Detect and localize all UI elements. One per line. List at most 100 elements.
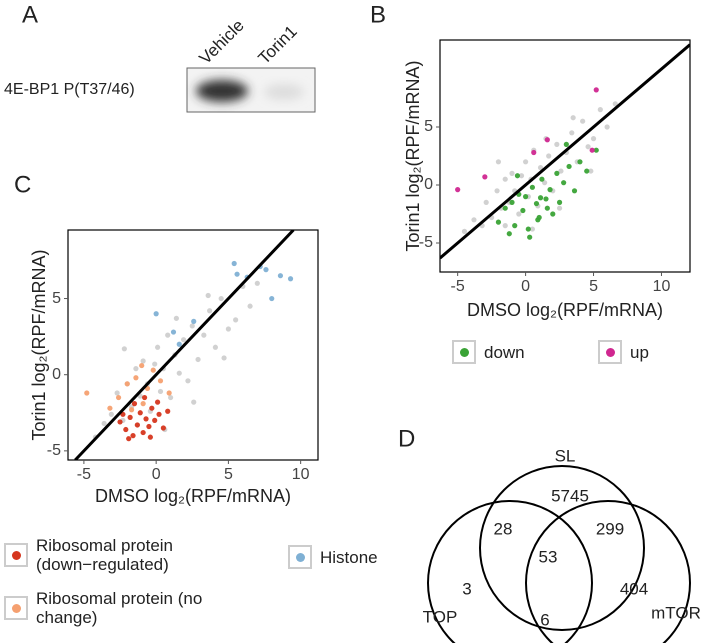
- legend-item: Histone: [288, 545, 378, 569]
- point: [154, 344, 161, 350]
- x-axis-label: DMSO log₂(RPF/mRNA): [95, 486, 291, 506]
- y-tick-label: 5: [52, 290, 61, 307]
- point: [233, 317, 239, 323]
- point: [556, 199, 563, 205]
- point: [535, 217, 541, 223]
- venn-count: 404: [620, 579, 648, 598]
- point: [143, 416, 149, 422]
- x-tick-label: 10: [653, 278, 671, 295]
- venn-set-label: TOP: [423, 607, 458, 626]
- point: [146, 423, 152, 430]
- point: [588, 168, 594, 174]
- point: [495, 219, 502, 225]
- point: [612, 101, 618, 107]
- y-axis-label: Torin1 log₂(RPF/mRNA): [29, 249, 49, 440]
- legend-label: Ribosomal protein (down−regulated): [36, 536, 174, 574]
- point: [597, 107, 603, 113]
- point: [569, 130, 575, 136]
- point: [533, 200, 540, 207]
- point: [191, 318, 197, 324]
- point: [170, 329, 177, 335]
- point: [589, 147, 595, 153]
- y-tick-label: 5: [424, 118, 433, 135]
- point: [133, 366, 139, 372]
- point: [181, 337, 187, 343]
- legend-item: down: [452, 340, 525, 364]
- point: [156, 411, 162, 417]
- point: [127, 414, 133, 420]
- legend-dot: [11, 603, 21, 613]
- blot-band: [264, 84, 304, 100]
- point: [483, 199, 489, 205]
- x-tick-label: -5: [77, 466, 91, 483]
- point: [165, 332, 171, 338]
- legend-dot: [459, 347, 469, 357]
- point: [128, 407, 135, 413]
- point: [140, 358, 146, 364]
- plot-area: [440, 43, 690, 260]
- point: [522, 194, 529, 200]
- point: [571, 188, 578, 194]
- legend-key: [598, 340, 622, 364]
- point: [471, 217, 477, 223]
- x-tick-label: 0: [152, 466, 161, 483]
- point: [556, 205, 563, 211]
- point: [212, 344, 218, 350]
- lane-label: Torin1: [255, 22, 301, 68]
- panel-label: C: [14, 171, 31, 198]
- legend-dot: [605, 347, 615, 357]
- point: [141, 394, 148, 401]
- point: [168, 394, 174, 401]
- point: [461, 228, 468, 234]
- point: [494, 188, 500, 194]
- point: [254, 280, 260, 286]
- x-tick-label: 5: [589, 278, 598, 295]
- point: [547, 187, 553, 193]
- point: [502, 176, 508, 182]
- point: [554, 141, 560, 147]
- legend-dot: [295, 552, 305, 562]
- legend-dot: [11, 550, 21, 560]
- point: [544, 137, 550, 143]
- point: [153, 311, 159, 317]
- point: [482, 174, 488, 180]
- legend-item: up: [598, 340, 649, 364]
- identity-line: [74, 230, 295, 460]
- point: [108, 411, 114, 417]
- point: [157, 378, 164, 384]
- point: [561, 180, 567, 186]
- point: [495, 159, 502, 165]
- point: [147, 434, 153, 440]
- point: [124, 381, 130, 387]
- point: [570, 115, 576, 121]
- point: [189, 323, 195, 329]
- point: [101, 420, 107, 427]
- point: [126, 436, 132, 442]
- venn-circle: [479, 465, 645, 631]
- point: [221, 355, 227, 361]
- venn-count: 299: [596, 519, 624, 538]
- point: [130, 433, 136, 439]
- point: [537, 165, 544, 171]
- x-tick-label: 5: [224, 466, 233, 483]
- point: [140, 401, 146, 407]
- y-tick-label: -5: [419, 234, 433, 251]
- point: [117, 419, 123, 425]
- y-tick-label: 0: [424, 176, 433, 193]
- point: [231, 260, 237, 267]
- point: [165, 408, 171, 414]
- point: [512, 223, 518, 229]
- point: [544, 205, 550, 211]
- point: [107, 405, 113, 411]
- legend-key: [452, 340, 476, 364]
- point: [149, 405, 155, 411]
- point: [514, 173, 521, 179]
- identity-line: [440, 43, 690, 260]
- plot-frame: [67, 229, 319, 461]
- point: [152, 417, 158, 423]
- point: [563, 141, 569, 147]
- venn-count: 6: [540, 610, 549, 629]
- point: [604, 124, 610, 130]
- venn-circle: [525, 500, 691, 643]
